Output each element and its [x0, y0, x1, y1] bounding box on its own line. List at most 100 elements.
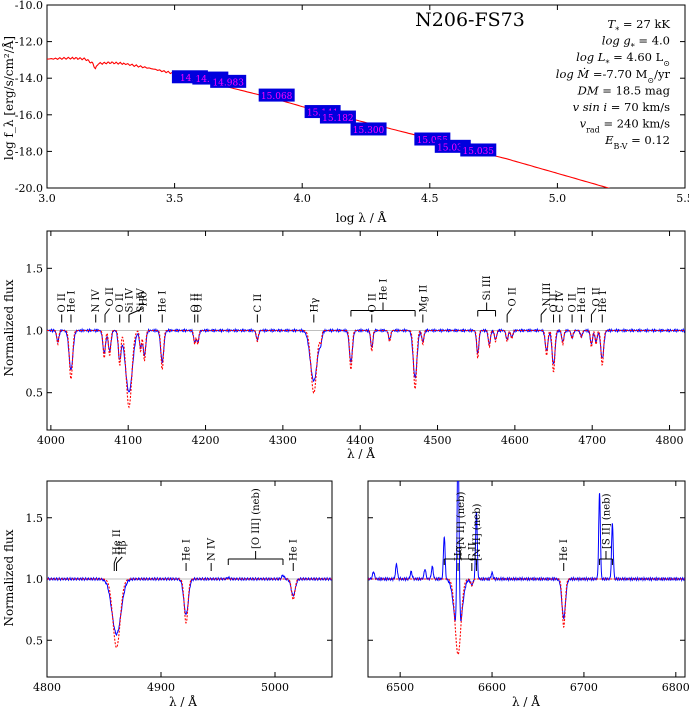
parameter-value: = 18.5 mag [599, 83, 671, 97]
blue-observed-line [47, 327, 685, 393]
blue-line-id: O II [590, 287, 603, 323]
photometry-box [319, 110, 356, 124]
blue-line-id: He I [598, 291, 609, 323]
blue-id-connector [104, 308, 111, 315]
sed-y-tick-label: -14.0 [15, 72, 43, 85]
parameter-sun-symbol: ⊙ [647, 75, 654, 84]
blue-line-label: He I [598, 291, 609, 313]
halpha-line-id: Hα [454, 545, 465, 571]
blue-line-id: N III [540, 283, 553, 323]
parameter-row: log g* = 4.0 [602, 34, 670, 52]
sed-y-tick-label: -20.0 [15, 182, 43, 195]
blue-line-label: C II [253, 294, 264, 313]
hbeta-line-label: He II [112, 529, 123, 555]
parameter-symbol: E [604, 133, 614, 147]
halpha-line-id: [N II] (neb) [443, 492, 477, 565]
blue-line-id: O II [549, 293, 560, 323]
blue-line-label: O II [592, 287, 603, 306]
blue-line-id: O II [190, 293, 201, 323]
parameter-value: = 4.0 [635, 34, 670, 48]
halpha-x-tick-label: 6500 [386, 681, 414, 694]
blue-model-line [47, 329, 685, 409]
halpha-x-tick-label: 6600 [478, 681, 506, 694]
halpha-line-label: [N II] (neb) [456, 492, 467, 549]
blue-id-connector [128, 308, 144, 315]
halpha-x-axis-label: λ / Å [512, 694, 540, 709]
sed-x-tick-label: 3.0 [38, 192, 56, 205]
blue-line-id: O II [193, 293, 204, 323]
hbeta-line-id: [O III] (neb) [227, 488, 284, 565]
hbeta-line-id: He II [112, 529, 123, 571]
sed-plot-area: 3.0 3.5 4.0 4.5 5.0 5.5 -20.0 -18.0 -16.0 -14.0 -1… [15, 0, 689, 205]
blue-line-label: O II [507, 287, 518, 306]
halpha-plot-area: 6500 6600 6700 6800[N II] (neb)Hα C II[N II]… [367, 480, 689, 694]
hbeta-y-tick-label: 0.5 [26, 634, 44, 647]
blue-line-label: C IV [555, 290, 566, 313]
parameter-row: v sin i = 70 km/s [573, 100, 670, 114]
sed-x-tick-label: 3.5 [166, 192, 184, 205]
blue-x-tick-label: 4100 [114, 434, 142, 447]
parameter-symbol: log g [602, 34, 631, 48]
parameter-subscript: B-V [614, 142, 628, 151]
photometry-label: 15.035 [437, 143, 469, 153]
blue-y-tick-label: 1.5 [26, 262, 44, 275]
blue-line-id: N IV [91, 289, 102, 323]
halpha-data [368, 481, 685, 655]
parameter-row: EB-V = 0.12 [604, 133, 670, 151]
sed-y-tick-label: -16.0 [15, 109, 43, 122]
hbeta-line-id: He I [182, 539, 193, 571]
photometry-label: 15.035 [463, 147, 495, 157]
sed-x-tick-label: 5.5 [676, 192, 689, 205]
hbeta-id-connector [113, 556, 118, 564]
hbeta-line-label: [O III] (neb) [251, 488, 262, 549]
blue-line-id: He I [66, 291, 77, 323]
parameter-subscript: * [631, 42, 635, 51]
blue-x-tick-label: 4000 [37, 434, 65, 447]
blue-line-label: Hδ [138, 292, 149, 307]
blue-line-label: O II [549, 293, 560, 312]
sed-x-axis-label: log λ / Å [336, 210, 387, 225]
parameter-subscript: * [615, 26, 619, 35]
parameter-symbol: v sin i [573, 100, 608, 114]
halpha-x-tick-label: 6800 [662, 681, 689, 694]
blue-line-label: Si IV [136, 287, 147, 312]
hbeta-x-axis-label: λ / Å [169, 694, 197, 709]
blue-data [47, 327, 685, 409]
photometry-box [258, 88, 295, 102]
blue-line-label: N IV [91, 289, 102, 313]
blue-line-label: Si III [482, 275, 493, 300]
parameter-value: = 70 km/s [607, 100, 670, 114]
hbeta-line-label: N IV [207, 537, 218, 561]
blue-line-label: O II [568, 293, 579, 312]
hbeta-x-tick-label: 5000 [261, 681, 289, 694]
blue-x-tick-label: 4700 [578, 434, 606, 447]
parameter-subscript: * [605, 59, 609, 68]
photometry-label: 15.300 [353, 126, 385, 136]
blue-line-label: He I [158, 291, 169, 313]
blue-line-id: C II [253, 294, 264, 323]
parameter-unit: /yr [654, 67, 670, 81]
blue-line-label: O II [115, 293, 126, 312]
hbeta-x-tick-label: 4800 [33, 681, 61, 694]
photometry-label: 14.983 [212, 78, 244, 88]
blue-line-id: O II [104, 287, 116, 323]
photometry-label: 14.9 [180, 74, 200, 84]
hbeta-model-line [47, 578, 332, 649]
parameter-symbol: DM [577, 83, 600, 97]
hbeta-y-axis-label: Normalized flux [2, 529, 16, 626]
halpha-line-label: Hα [454, 545, 465, 561]
blue-line-id: He II [577, 287, 588, 323]
blue-line-id: Si IV [124, 287, 135, 323]
blue-x-tick-label: 4200 [192, 434, 220, 447]
blue-spectrum-plot-area: 4000 4100 4200 4300 4400 4500 4600 4700 4800 0.5 1… [26, 230, 686, 447]
photometry-box [210, 74, 247, 88]
blue-line-label: O II [367, 293, 378, 312]
hbeta-line-id: N IV [207, 537, 218, 571]
parameter-symbol: v [580, 117, 587, 131]
blue-line-id: Si IV [136, 287, 147, 323]
hbeta-line-id: Hβ [116, 540, 129, 571]
blue-line-id: O II [115, 293, 126, 323]
